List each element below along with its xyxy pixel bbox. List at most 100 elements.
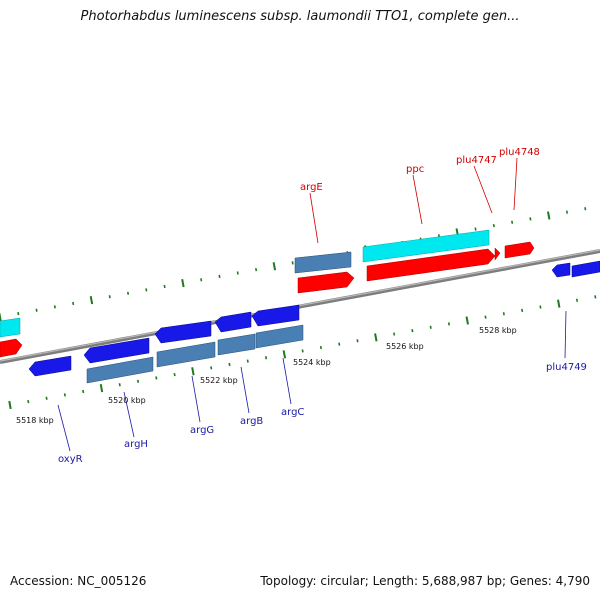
axis-label-5528: 5528 kbp [479, 326, 517, 335]
upper-scale-minor-tick [72, 301, 75, 306]
upper-scale-major-tick [0, 312, 2, 322]
lower-scale-major-tick [191, 367, 195, 376]
genome-summary-text: Topology: circular; Length: 5,688,987 bp… [260, 574, 590, 588]
leader-ppc [412, 174, 423, 225]
genome-backbone [0, 249, 600, 364]
gene-feature-argG-steel[interactable] [156, 341, 216, 368]
upper-scale-major-tick [272, 262, 277, 271]
gene-feature-plu4747[interactable] [494, 247, 501, 261]
upper-scale-minor-tick [474, 227, 477, 231]
leader-argB [240, 366, 250, 414]
lower-scale-minor-tick [411, 329, 414, 333]
upper-scale-minor-tick [17, 311, 20, 316]
upper-scale-minor-tick [200, 278, 203, 282]
accession-text: Accession: NC_005126 [10, 574, 147, 588]
upper-scale-minor-tick [126, 291, 130, 295]
gene-feature-argC[interactable] [251, 304, 300, 327]
lower-scale-minor-tick [447, 322, 451, 326]
upper-scale-minor-tick [511, 220, 514, 224]
gene-feature-ppc-cyan[interactable] [362, 229, 490, 263]
gene-label-oxyR[interactable]: oxyR [58, 454, 83, 465]
lower-scale-minor-tick [246, 359, 249, 363]
upper-scale-minor-tick [584, 207, 587, 211]
gene-label-ppc[interactable]: ppc [406, 164, 424, 175]
lower-scale-minor-tick [265, 356, 268, 360]
leader-plu4748 [513, 157, 518, 211]
gene-label-argG[interactable]: argG [190, 425, 214, 436]
axis-label-5522: 5522 kbp [200, 376, 238, 385]
upper-scale-minor-tick [108, 295, 111, 299]
axis-label-5518: 5518 kbp [16, 416, 54, 425]
gene-label-plu4749[interactable]: plu4749 [546, 362, 587, 373]
lower-scale-major-tick [374, 333, 378, 342]
leader-argE [309, 192, 319, 244]
lower-scale-major-tick [8, 400, 12, 410]
lower-scale-minor-tick [118, 383, 121, 387]
upper-scale-minor-tick [492, 224, 495, 228]
gene-feature-argE[interactable] [297, 271, 355, 294]
genome-backbone-highlight [0, 249, 600, 362]
upper-scale-major-tick [181, 279, 185, 288]
lower-scale-minor-tick [45, 396, 48, 400]
lower-scale-minor-tick [27, 400, 30, 404]
gene-feature-plu-left-red[interactable] [0, 338, 23, 358]
gene-feature-argG[interactable] [154, 320, 212, 344]
lower-scale-ticks [8, 295, 597, 410]
upper-scale-minor-tick [565, 210, 569, 214]
gene-label-argE[interactable]: argE [300, 182, 323, 193]
gene-label-plu4747[interactable]: plu4747 [456, 155, 497, 166]
leader-plu4747 [473, 165, 493, 214]
lower-scale-minor-tick [173, 372, 176, 377]
gene-feature-argC-steel[interactable] [255, 324, 304, 349]
lower-scale-major-tick [282, 350, 287, 359]
axis-label-5520: 5520 kbp [108, 396, 146, 405]
gene-feature-plu4749[interactable] [551, 262, 571, 278]
lower-scale-minor-tick [502, 312, 505, 316]
lower-scale-minor-tick [210, 366, 213, 370]
lower-scale-minor-tick [393, 332, 396, 336]
leader-argG [191, 375, 201, 423]
lower-scale-minor-tick [228, 362, 231, 367]
gene-feature-ppc[interactable] [366, 248, 496, 282]
leader-plu4749 [564, 310, 567, 359]
upper-scale-minor-tick [218, 274, 221, 279]
gene-label-argB[interactable]: argB [240, 416, 263, 427]
upper-scale-minor-tick [291, 261, 294, 265]
lower-scale-minor-tick [594, 295, 597, 299]
upper-scale-minor-tick [53, 305, 56, 309]
gene-feature-plu4748[interactable] [504, 241, 535, 259]
leader-oxyR [57, 404, 71, 452]
gene-feature-oxyR[interactable] [28, 355, 72, 377]
lower-scale-minor-tick [484, 315, 487, 319]
lower-scale-minor-tick [539, 305, 542, 309]
lower-scale-major-tick [557, 299, 561, 308]
upper-scale-ticks [0, 207, 587, 322]
gene-feature-argE-top[interactable] [294, 251, 352, 274]
gene-feature-argH-steel[interactable] [86, 356, 154, 384]
leader-argC [282, 357, 292, 405]
gene-label-argH[interactable]: argH [124, 439, 148, 450]
lower-scale-minor-tick [319, 345, 322, 350]
upper-scale-minor-tick [35, 308, 38, 312]
lower-scale-major-tick [465, 316, 469, 325]
gene-label-plu4748[interactable]: plu4748 [499, 147, 540, 158]
gene-label-argC[interactable]: argC [281, 407, 304, 418]
lower-scale-major-tick [99, 383, 104, 393]
gene-feature-plu4749b[interactable] [571, 260, 600, 278]
lower-scale-minor-tick [338, 342, 341, 346]
lower-scale-minor-tick [575, 298, 579, 302]
gene-feature-argB[interactable] [214, 311, 252, 333]
lower-scale-minor-tick [155, 376, 158, 380]
axis-label-5526: 5526 kbp [386, 342, 424, 351]
lower-scale-minor-tick [521, 308, 524, 313]
upper-scale-major-tick [89, 295, 94, 305]
lower-scale-minor-tick [136, 379, 140, 383]
gene-feature-argH[interactable] [83, 337, 150, 364]
lower-scale-minor-tick [301, 349, 304, 353]
gene-feature-argB-steel[interactable] [217, 333, 256, 356]
lower-scale-minor-tick [429, 325, 432, 329]
gene-feature-plu-left-cyan[interactable] [0, 317, 21, 338]
lower-scale-minor-tick [63, 393, 66, 397]
upper-scale-minor-tick [145, 288, 148, 292]
